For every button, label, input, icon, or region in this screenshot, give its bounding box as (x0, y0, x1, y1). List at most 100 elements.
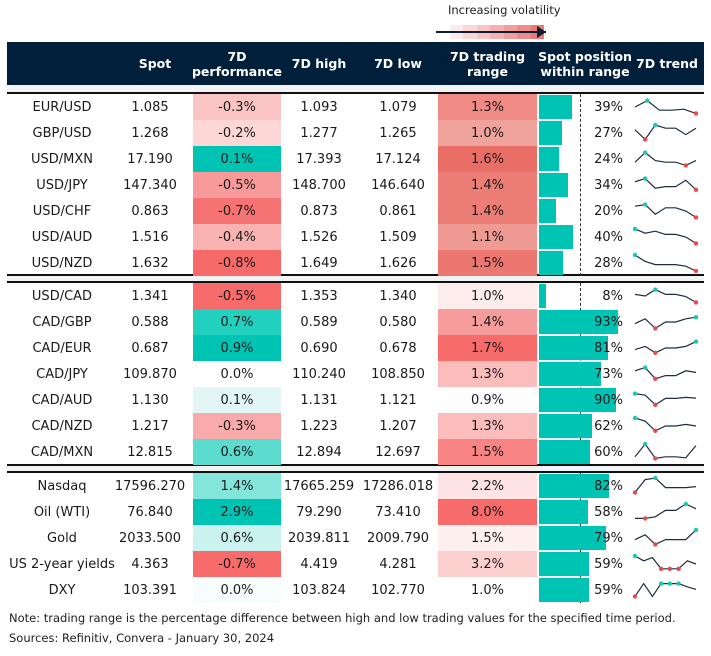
low-value: 17286.018 (362, 478, 434, 494)
low-value: 146.640 (371, 177, 425, 193)
spot-position-percent: 40% (594, 229, 623, 245)
performance-cell: 2.9% (193, 499, 281, 525)
trading-range-cell: 0.9% (438, 387, 537, 413)
trading-range-cell: 1.4% (438, 198, 537, 224)
trading-range-cell: 1.4% (438, 309, 537, 335)
low-value: 12.697 (375, 444, 421, 460)
sparkline-low-marker (653, 456, 658, 461)
spot-position-percent: 58% (594, 504, 623, 520)
sparkline-low-marker (693, 111, 699, 116)
trend-sparkline (632, 252, 699, 274)
spot-value: 76.840 (127, 504, 173, 520)
instrument-name: CAD/MXN (30, 444, 94, 460)
table-row: DXY 103.391 0.0% 103.824 102.770 1.0% 59% (0, 577, 711, 603)
trend-sparkline (632, 553, 697, 571)
legend-arrow-shaft (436, 31, 546, 33)
high-value: 1.526 (300, 229, 338, 245)
spot-value: 103.391 (123, 582, 177, 598)
trading-range-cell: 1.3% (438, 361, 537, 387)
sparkline-high-marker (642, 441, 648, 447)
trading-range-cell: 1.5% (438, 525, 537, 551)
header-7d-high: 7D high (279, 42, 359, 85)
low-value: 1.207 (379, 418, 417, 434)
spot-position-bar (539, 199, 556, 223)
low-value: 1.509 (379, 229, 417, 245)
table-row: GBP/USD 1.268 -0.2% 1.277 1.265 1.0% 27% (0, 120, 711, 146)
high-value: 1.353 (300, 288, 338, 304)
trend-sparkline (634, 176, 699, 192)
high-value: 2039.811 (287, 530, 351, 546)
sparkline-high-marker (642, 202, 648, 207)
sparkline-path (634, 417, 697, 432)
trend-sparkline (632, 581, 697, 599)
spot-position-percent: 60% (594, 444, 623, 460)
trading-range-cell: 1.3% (438, 94, 537, 120)
instrument-name: USD/NZD (31, 255, 93, 271)
spot-position-bar (539, 251, 563, 275)
high-value: 12.894 (296, 444, 342, 460)
header-trend-label: 7D trend (636, 56, 698, 71)
footer-note: Note: trading range is the percentage di… (9, 611, 676, 625)
table-row: CAD/AUD 1.130 0.1% 1.131 1.121 0.9% 90% (0, 387, 711, 413)
spot-value: 2033.500 (118, 530, 182, 546)
spot-position-percent: 27% (594, 125, 623, 141)
trading-range-cell: 3.2% (438, 551, 537, 577)
performance-cell: -0.3% (193, 413, 281, 439)
sparkline-high-marker (645, 98, 650, 103)
performance-cell: -0.5% (193, 283, 281, 309)
performance-cell: -0.3% (193, 94, 281, 120)
table-row: CAD/JPY 109.870 0.0% 110.240 108.850 1.3% 73% (0, 361, 711, 387)
sparkline-low-marker (653, 428, 658, 433)
trend-sparkline (634, 339, 699, 355)
high-value: 103.824 (292, 582, 346, 598)
sparkline-path (634, 393, 697, 406)
spot-position-bar (539, 147, 560, 171)
performance-cell: -0.8% (193, 250, 281, 276)
trend-sparkline (632, 391, 697, 407)
instrument-name: CAD/NZD (31, 418, 93, 434)
trend-sparkline (634, 441, 697, 461)
performance-cell: -0.7% (193, 198, 281, 224)
spot-value: 1.632 (131, 255, 169, 271)
divider (7, 281, 704, 283)
trend-sparkline (634, 315, 699, 331)
high-value: 1.131 (300, 392, 338, 408)
sparkline-path (634, 228, 697, 244)
performance-cell: 0.0% (193, 361, 281, 387)
sparkline-path (634, 529, 697, 546)
high-value: 0.690 (300, 340, 338, 356)
instrument-name: CAD/AUD (31, 392, 93, 408)
instrument-name: Gold (47, 530, 77, 546)
sparkline-path (634, 555, 697, 570)
trading-range-cell: 8.0% (438, 499, 537, 525)
sparkline-low-marker (683, 163, 689, 168)
sparkline-high-marker (693, 339, 699, 344)
spot-position-bar (539, 552, 590, 576)
low-value: 1.626 (379, 255, 417, 271)
table-row: CAD/NZD 1.217 -0.3% 1.223 1.207 1.3% 62% (0, 413, 711, 439)
table-row: CAD/EUR 0.687 0.9% 0.690 0.678 1.7% 81% (0, 335, 711, 361)
low-value: 1.121 (379, 392, 417, 408)
sparkline-path (634, 442, 697, 460)
group-separator (7, 466, 704, 471)
high-value: 110.240 (292, 366, 346, 382)
spot-value: 1.217 (131, 418, 169, 434)
instrument-name: Nasdaq (37, 478, 87, 494)
high-value: 1.649 (300, 255, 338, 271)
trading-range-cell: 2.2% (438, 473, 537, 499)
instrument-name: EUR/USD (32, 99, 92, 115)
spot-position-bar (539, 388, 616, 412)
spot-position-bar (539, 95, 573, 119)
performance-cell: 0.6% (193, 439, 281, 465)
instrument-name: USD/JPY (36, 177, 88, 193)
divider (7, 274, 704, 276)
spot-value: 1.130 (131, 392, 169, 408)
trend-sparkline (632, 475, 697, 495)
divider (7, 471, 704, 473)
sparkline-high-marker (642, 150, 648, 155)
table-row: Oil (WTI) 76.840 2.9% 79.290 73.410 8.0% 58% (0, 499, 711, 525)
instrument-name: USD/CAD (31, 288, 93, 304)
spot-position-percent: 34% (594, 177, 623, 193)
table-row: EUR/USD 1.085 -0.3% 1.093 1.079 1.3% 39% (0, 94, 711, 120)
low-value: 0.861 (379, 203, 417, 219)
